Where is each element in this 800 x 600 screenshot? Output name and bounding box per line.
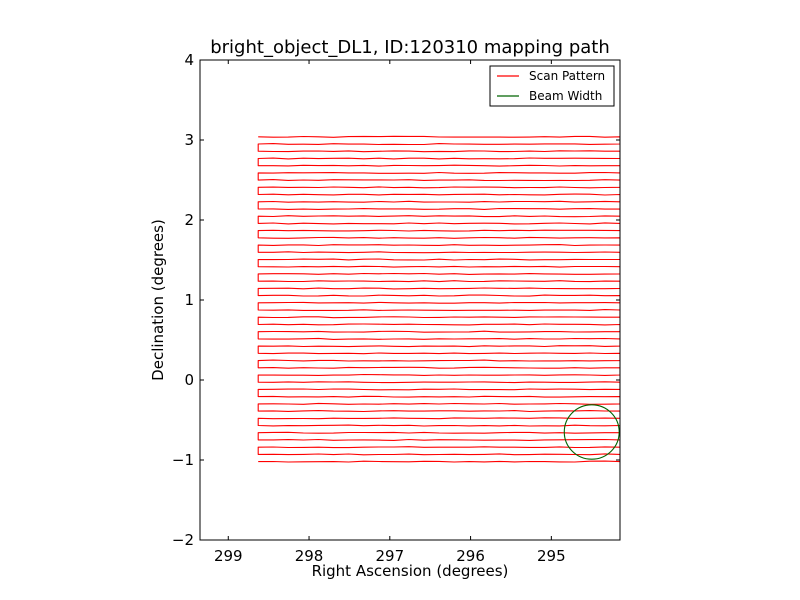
y-tick-label: 1 — [184, 291, 194, 309]
x-axis-title: Right Ascension (degrees) — [312, 562, 509, 580]
legend-label-scan-pattern: Scan Pattern — [529, 69, 605, 83]
x-tick-label: 298 — [295, 547, 324, 565]
plot-area — [200, 60, 620, 540]
y-tick-label: 2 — [184, 211, 194, 229]
legend: Scan Pattern Beam Width — [489, 65, 615, 107]
beam-width-series — [563, 404, 620, 460]
y-axis: −2 −1 0 1 2 3 4 — [172, 51, 620, 549]
y-tick-label: −1 — [172, 451, 194, 469]
x-tick-label: 296 — [456, 547, 485, 565]
y-tick-label: 0 — [184, 371, 194, 389]
x-tick-label: 295 — [537, 547, 566, 565]
chart-title: bright_object_DL1, ID:120310 mapping pat… — [210, 37, 610, 58]
y-tick-label: −2 — [172, 531, 194, 549]
x-tick-label: 297 — [375, 547, 404, 565]
y-tick-label: 4 — [184, 51, 194, 69]
x-tick-label: 299 — [214, 547, 243, 565]
scan-pattern-line — [257, 135, 620, 463]
y-tick-label: 3 — [184, 131, 194, 149]
x-axis: 299 298 297 296 295 — [214, 60, 566, 565]
legend-box — [489, 65, 615, 107]
y-axis-title: Declination (degrees) — [149, 219, 167, 381]
beam-width-circle — [563, 404, 620, 460]
scan-pattern-series — [257, 135, 620, 463]
legend-label-beam-width: Beam Width — [529, 89, 602, 103]
